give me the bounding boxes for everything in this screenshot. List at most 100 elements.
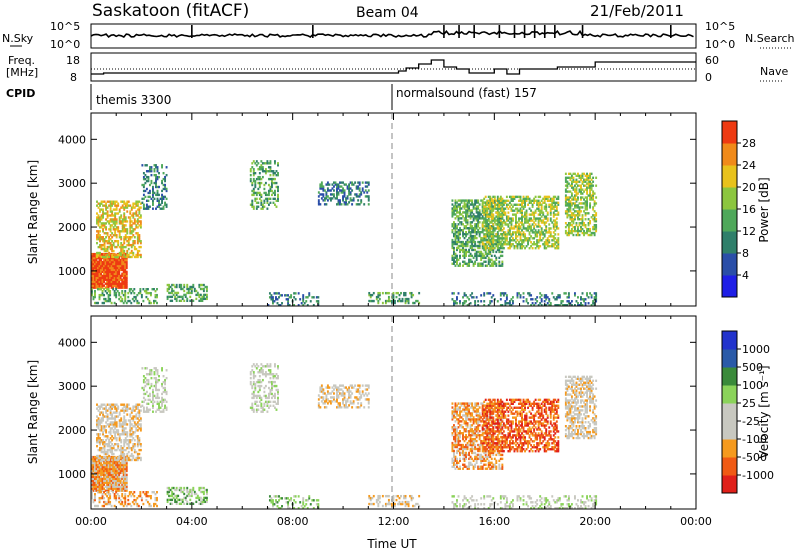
velocity-cell [166, 391, 168, 393]
power-cell [281, 302, 283, 304]
power-cell [363, 203, 365, 205]
power-cell [281, 294, 283, 296]
power-cell [102, 208, 104, 210]
power-cell [485, 196, 487, 198]
velocity-cell [138, 505, 140, 507]
power-cell [154, 198, 156, 200]
velocity-cell [140, 457, 142, 459]
power-cell [595, 212, 597, 214]
power-cell [277, 194, 279, 196]
power-cell [550, 217, 552, 219]
power-cell [594, 192, 596, 194]
power-cell [535, 196, 537, 198]
power-panel-frame [91, 113, 696, 306]
nave-tick-bottom: 0 [705, 71, 712, 84]
power-cell [557, 196, 559, 198]
velocity-cell [124, 493, 126, 495]
velocity-cell [150, 369, 152, 371]
power-cell [109, 298, 111, 300]
power-cell [158, 176, 160, 178]
power-cell [520, 196, 522, 198]
power-cell [360, 199, 362, 201]
power-cell [541, 227, 543, 229]
power-cell [479, 227, 481, 229]
power-cell [498, 247, 500, 249]
power-cell [402, 298, 404, 300]
power-cell [150, 292, 152, 294]
velocity-cell [149, 393, 151, 395]
velocity-cell [156, 491, 158, 493]
power-cell [394, 300, 396, 302]
power-cell [491, 255, 493, 257]
power-cell [501, 251, 503, 253]
power-cell [577, 196, 579, 198]
power-cell [467, 219, 469, 221]
cpid-program-1: themis 3300 [96, 93, 171, 107]
velocity-cell [134, 439, 136, 441]
freq-panel: Freq. [MHz] 18 8 60 0 Nave [6, 53, 788, 84]
velocity-cell [149, 409, 151, 411]
velocity-cell [133, 495, 135, 497]
velocity-cell [152, 411, 154, 413]
velocity-cell [103, 497, 105, 499]
power-cell [373, 292, 375, 294]
power-cell [253, 206, 255, 208]
nsky-label: N.Sky [2, 32, 34, 45]
power-cell [477, 199, 479, 201]
cpid-label: CPID [6, 87, 35, 100]
power-cell [592, 177, 594, 179]
velocity-cell [126, 413, 128, 415]
power-cell [489, 292, 491, 294]
power-cell [171, 300, 173, 302]
power-cell [585, 298, 587, 300]
velocity-cell [116, 421, 118, 423]
power-cell [351, 189, 353, 191]
power-cell [471, 199, 473, 201]
power-cell [152, 208, 154, 210]
power-cell [459, 237, 461, 239]
power-cell [477, 300, 479, 302]
power-cell [527, 302, 529, 304]
velocity-cell [150, 495, 152, 497]
power-cell [501, 255, 503, 257]
power-cell [114, 302, 116, 304]
power-cell [274, 160, 276, 162]
velocity-cell [150, 377, 152, 379]
power-cell [139, 288, 141, 290]
power-cell [140, 240, 142, 242]
velocity-cell [147, 403, 149, 405]
velocity-cell [140, 409, 142, 411]
power-cell [362, 187, 364, 189]
power-cell [290, 294, 292, 296]
power-cell [344, 189, 346, 191]
power-cell [192, 300, 194, 302]
velocity-cell [128, 451, 130, 453]
power-cell [166, 198, 168, 200]
velocity-cell [158, 375, 160, 377]
power-cell [545, 204, 547, 206]
power-cell [565, 292, 567, 294]
power-cell [318, 199, 320, 201]
power-cell [498, 243, 500, 245]
velocity-cell [123, 415, 125, 417]
velocity-cell [138, 437, 140, 439]
cpid-panel: CPID themis 3300 normalsound (fast) 157 [6, 84, 537, 110]
power-cell [548, 239, 550, 241]
power-cell [302, 294, 304, 296]
power-cell [140, 214, 142, 216]
power-cell [140, 254, 142, 256]
power-cell [140, 246, 142, 248]
freq-line [91, 60, 696, 74]
power-cell [554, 233, 556, 235]
power-cell [483, 300, 485, 302]
power-cell [595, 224, 597, 226]
power-cell [556, 221, 558, 223]
power-cell [512, 217, 514, 219]
velocity-cell [140, 417, 142, 419]
velocity-cell [158, 389, 160, 391]
power-cell [382, 292, 384, 294]
power-cell [126, 210, 128, 212]
power-cell [166, 188, 168, 190]
power-cell [146, 164, 148, 166]
